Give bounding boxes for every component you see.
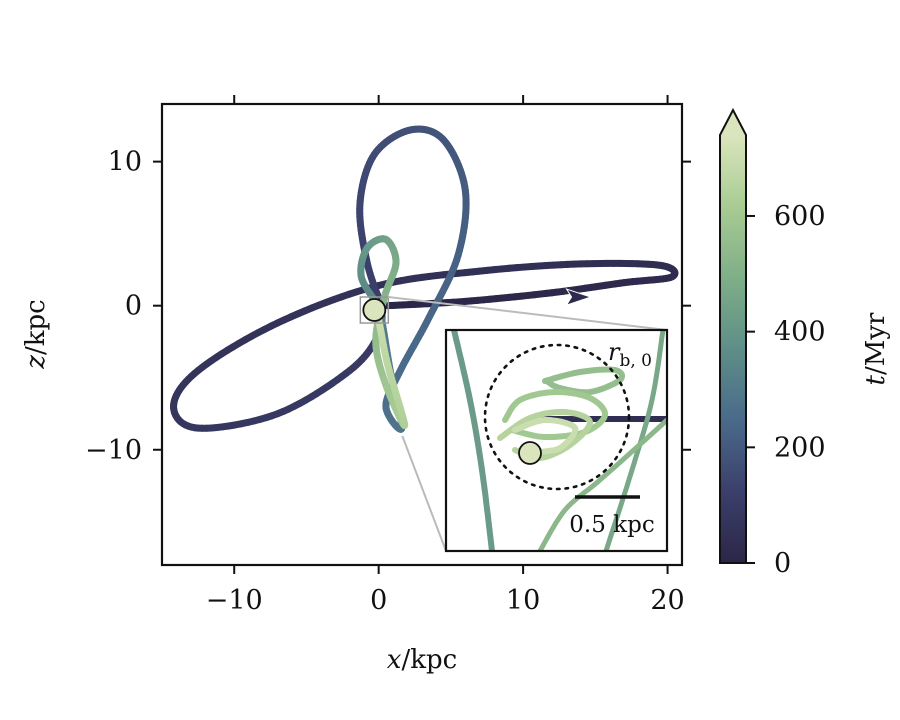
zoom-connector-bottom xyxy=(401,435,447,552)
core-radius-label: rb, 0 xyxy=(608,338,652,371)
inset-trajectory-path xyxy=(451,330,495,551)
plot-frame xyxy=(160,102,684,567)
x-tick-label: 10 xyxy=(506,585,540,616)
colorbar-tick-label: 400 xyxy=(774,317,826,348)
inset-trajectory-path xyxy=(603,330,666,551)
zoom-box xyxy=(359,296,390,324)
colorbar-tick-label: 0 xyxy=(774,548,791,579)
x-tick-label: 20 xyxy=(650,585,684,616)
x-tick-label: −10 xyxy=(206,585,263,616)
x-axis-label: x/kpc xyxy=(387,645,457,675)
colorbar-gradient xyxy=(720,135,746,563)
x-tick-label: 0 xyxy=(370,585,387,616)
inset-frame xyxy=(444,328,669,553)
y-tick-label: 0 xyxy=(125,291,142,322)
inset-trajectory-path xyxy=(542,366,625,396)
inset-trajectory-path xyxy=(512,417,579,455)
colorbar-tick-label: 200 xyxy=(774,432,826,463)
direction-arrow xyxy=(565,288,593,306)
zoom-connector-top xyxy=(388,296,668,331)
core-radius-circle xyxy=(483,343,631,491)
scale-bar-label: 0.5 kpc xyxy=(569,512,654,538)
y-axis-ticks: −10 0 10 xyxy=(85,147,691,466)
inset-zoom-panel: rb, 0 0.5 kpc xyxy=(444,328,669,553)
inset-background xyxy=(446,330,667,551)
markers xyxy=(359,288,593,324)
colorbar-tick-label: 600 xyxy=(774,201,826,232)
colorbar: 0 200 400 600 t/Myr xyxy=(719,107,891,579)
inset-circle-marker xyxy=(518,441,542,465)
circle-marker xyxy=(362,298,387,322)
colorbar-label: t/Myr xyxy=(861,312,891,386)
inset-trajectory-path xyxy=(537,417,667,551)
colorbar-ticks: 0 200 400 600 xyxy=(746,201,826,579)
x-axis-ticks: −10 0 10 20 xyxy=(206,95,685,616)
colorbar-extend-arrow xyxy=(720,110,746,135)
inset-trajectory xyxy=(451,330,667,551)
colorbar-frame xyxy=(719,107,747,564)
zoom-connectors xyxy=(388,296,668,552)
y-tick-label: 10 xyxy=(108,147,142,178)
y-tick-label: −10 xyxy=(85,435,142,466)
y-axis-label: z/kpc xyxy=(21,299,51,369)
inset-trajectory-path xyxy=(502,389,608,440)
